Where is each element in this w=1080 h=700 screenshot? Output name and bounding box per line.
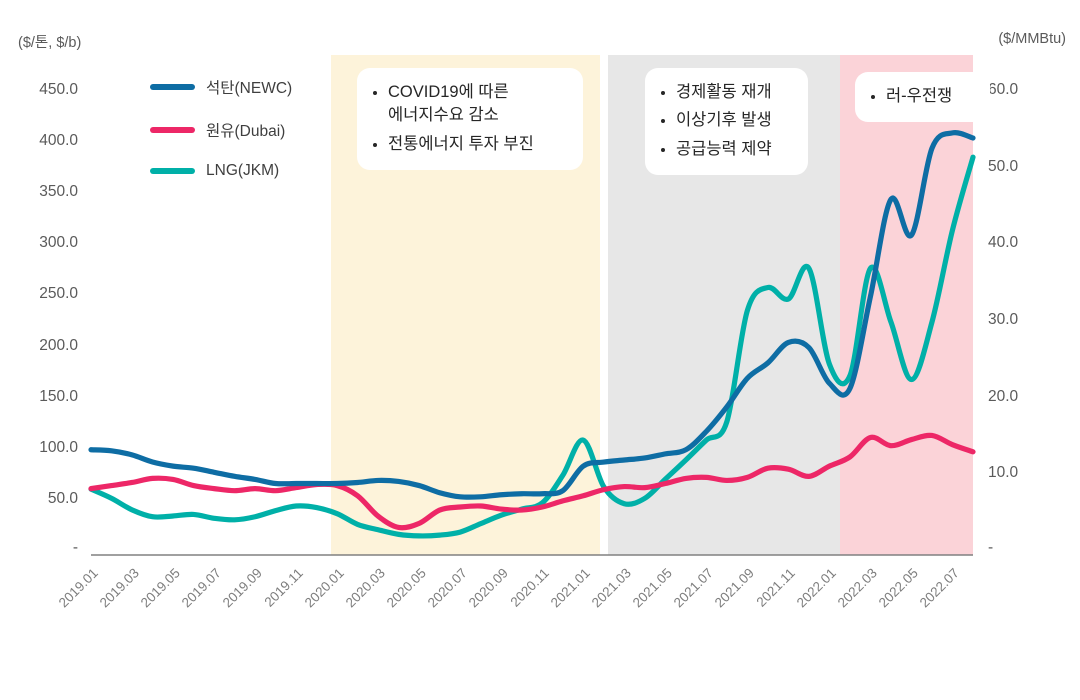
legend-item-2[interactable]: LNG(JKM) [150,162,279,180]
legend-swatch-2 [150,168,195,174]
right-tick-3: 30.0 [988,311,1019,328]
right-tick-5: 10.0 [988,464,1019,482]
recovery-callout-item-1: 이상기후 발생 [676,109,791,132]
war-callout-item-0: 러-우전쟁 [886,85,973,108]
left-tick-0: 450.0 [39,81,78,98]
series-line-coal [88,129,976,500]
recovery-callout-item-2: 공급능력 제약 [676,138,791,161]
legend-item-0[interactable]: 석탄(NEWC) [150,76,292,98]
covid-callout-item-0: COVID19에 따른 에너지수요 감소 [388,81,566,128]
covid-callout: COVID19에 따른 에너지수요 감소전통에너지 투자 부진 [357,68,583,171]
left-tick-7: 100.0 [39,438,78,456]
series-line-crude [88,432,976,531]
war-callout: 러-우전쟁 [855,72,990,123]
right-axis-unit-label: ($/MMBtu) [998,31,1066,47]
right-tick-4: 20.0 [988,387,1019,405]
recovery-callout: 경제활동 재개이상기후 발생공급능력 제약 [645,68,808,176]
covid-callout-item-1: 전통에너지 투자 부진 [388,133,566,156]
war-callout-list: 러-우전쟁 [869,85,973,108]
legend-label-0: 석탄(NEWC) [206,80,293,97]
legend-label-2: LNG(JKM) [206,162,280,179]
left-tick-2: 350.0 [39,183,78,201]
left-tick-8: 50.0 [47,489,78,507]
left-tick-9: - [72,539,78,556]
left-tick-4: 250.0 [39,285,78,303]
left-axis-unit-label: ($/톤, $/b) [18,35,82,51]
recovery-callout-list: 경제활동 재개이상기후 발생공급능력 제약 [659,81,791,161]
left-tick-6: 150.0 [39,387,78,405]
right-tick-2: 40.0 [988,234,1019,252]
right-tick-0: 60.0 [988,81,1019,98]
legend-label-1: 원유(Dubai) [206,123,286,140]
series-lines [88,129,976,539]
left-tick-1: 400.0 [39,132,78,150]
series-line-lng [88,154,976,539]
legend-swatch-1 [150,127,195,133]
right-tick-1: 50.0 [988,157,1019,175]
left-tick-3: 300.0 [39,234,78,252]
right-tick-6: - [988,539,994,556]
covid-callout-list: COVID19에 따른 에너지수요 감소전통에너지 투자 부진 [371,81,566,156]
legend-item-1[interactable]: 원유(Dubai) [150,119,285,141]
legend-swatch-0 [150,84,195,90]
left-tick-5: 200.0 [39,336,78,354]
recovery-callout-item-0: 경제활동 재개 [676,81,791,104]
